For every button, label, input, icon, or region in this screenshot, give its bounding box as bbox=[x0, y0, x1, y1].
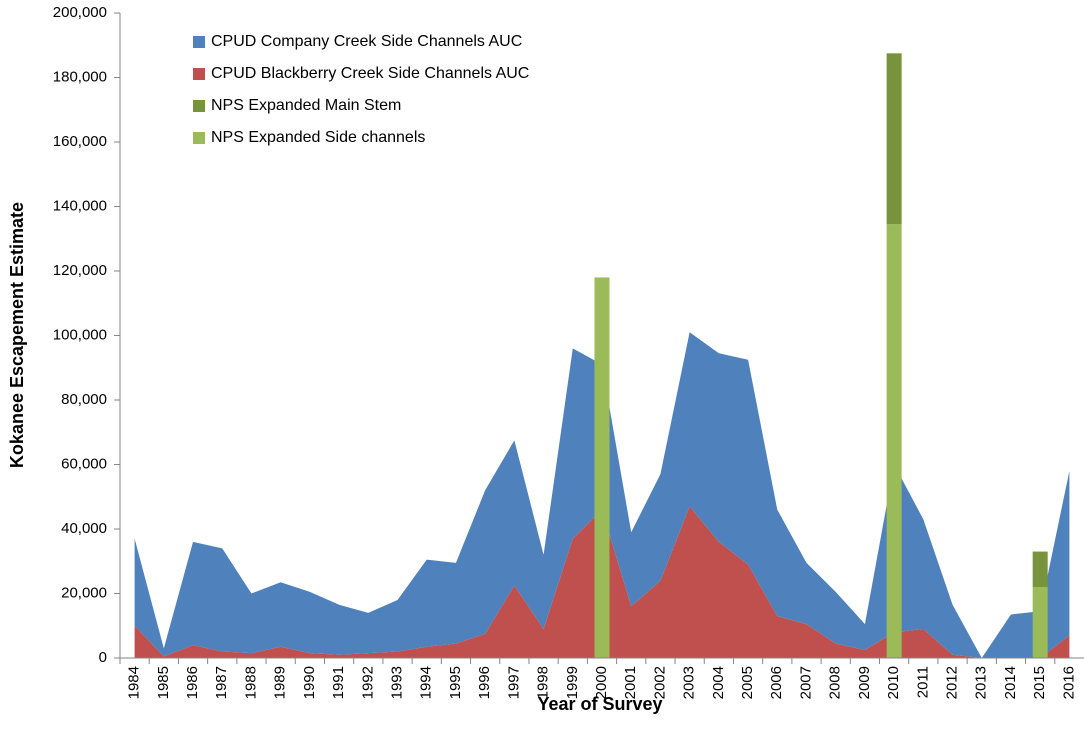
x-tick-label: 1993 bbox=[388, 666, 405, 699]
bar bbox=[594, 277, 610, 658]
x-tick-label: 2008 bbox=[827, 666, 844, 699]
bar bbox=[1032, 587, 1048, 658]
x-tick-label: 2009 bbox=[856, 666, 873, 699]
x-tick-label: 2007 bbox=[797, 666, 814, 699]
x-tick-label: 1998 bbox=[535, 666, 552, 699]
x-tick-label: 1985 bbox=[155, 666, 172, 699]
x-tick-label: 2011 bbox=[914, 666, 931, 698]
y-axis-title: Kokanee Escapement Estimate bbox=[7, 202, 27, 468]
x-tick-label: 2016 bbox=[1060, 666, 1077, 699]
y-tick-label: 60,000 bbox=[61, 455, 107, 472]
x-tick-label: 1997 bbox=[505, 666, 522, 699]
x-tick-label: 1999 bbox=[564, 666, 581, 699]
x-tick-label: 1992 bbox=[359, 666, 376, 699]
x-tick-label: 2000 bbox=[593, 666, 610, 699]
x-tick-label: 1986 bbox=[184, 666, 201, 699]
x-tick-label: 1989 bbox=[272, 666, 289, 699]
legend-swatch bbox=[193, 68, 205, 80]
y-tick-label: 160,000 bbox=[53, 133, 107, 150]
legend-swatch bbox=[193, 132, 205, 144]
x-axis-title: Year of Survey bbox=[537, 694, 662, 714]
x-tick-label: 1994 bbox=[418, 666, 435, 699]
y-tick-label: 20,000 bbox=[61, 584, 107, 601]
legend-label: CPUD Company Creek Side Channels AUC bbox=[211, 33, 522, 50]
x-tick-label: 2014 bbox=[1002, 666, 1019, 699]
bar bbox=[886, 224, 902, 659]
x-tick-label: 1984 bbox=[126, 666, 143, 699]
legend-swatch bbox=[193, 36, 205, 48]
bar bbox=[886, 53, 902, 225]
x-tick-label: 2012 bbox=[944, 666, 961, 699]
x-tick-label: 1991 bbox=[330, 666, 347, 699]
legend-swatch bbox=[193, 100, 205, 112]
y-tick-label: 120,000 bbox=[53, 262, 107, 279]
x-tick-label: 2010 bbox=[885, 666, 902, 699]
x-tick-label: 2013 bbox=[973, 666, 990, 699]
x-tick-label: 1988 bbox=[242, 666, 259, 699]
y-tick-label: 200,000 bbox=[53, 4, 107, 21]
x-tick-label: 1987 bbox=[213, 666, 230, 699]
x-tick-label: 2015 bbox=[1031, 666, 1048, 699]
x-tick-label: 1990 bbox=[301, 666, 318, 699]
y-tick-label: 80,000 bbox=[61, 391, 107, 408]
x-tick-label: 2006 bbox=[768, 666, 785, 699]
x-tick-label: 1996 bbox=[476, 666, 493, 699]
x-tick-label: 2004 bbox=[710, 666, 727, 699]
x-tick-label: 2003 bbox=[681, 666, 698, 699]
bar bbox=[1032, 551, 1048, 588]
x-tick-label: 2005 bbox=[739, 666, 756, 699]
legend-label: CPUD Blackberry Creek Side Channels AUC bbox=[211, 65, 529, 82]
y-tick-label: 40,000 bbox=[61, 520, 107, 537]
x-tick-label: 2002 bbox=[651, 666, 668, 699]
legend-label: NPS Expanded Main Stem bbox=[211, 97, 401, 114]
y-tick-label: 0 bbox=[99, 649, 107, 666]
y-tick-label: 100,000 bbox=[53, 326, 107, 343]
legend-label: NPS Expanded Side channels bbox=[211, 129, 425, 146]
x-tick-label: 2001 bbox=[622, 666, 639, 699]
y-tick-label: 140,000 bbox=[53, 197, 107, 214]
x-tick-label: 1995 bbox=[447, 666, 464, 699]
y-tick-label: 180,000 bbox=[53, 68, 107, 85]
